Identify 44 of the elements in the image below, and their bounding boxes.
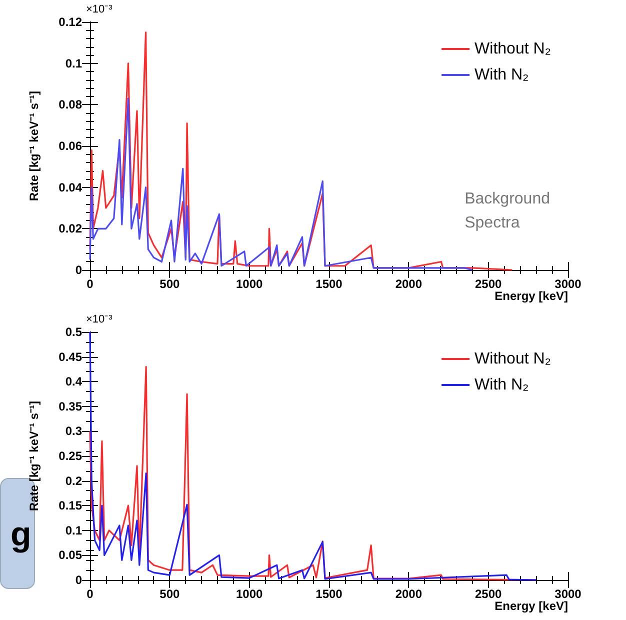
legend-label: With N₂ [474,66,529,84]
y-tick-label: 0.05 [58,548,82,562]
y-tick-label: 0.04 [58,180,82,194]
y-tick-label: 0.5 [65,325,82,339]
legend-label: With N₂ [474,376,529,394]
y-axis-title: Rate [kg⁻¹ keV⁻¹ s⁻¹] [27,400,41,512]
text: g [10,516,32,554]
x-tick-label: 2000 [395,277,422,291]
legend-label: Without N₂ [474,40,551,58]
text: ×10⁻³ [86,4,113,16]
y-tick-label: 0.2 [65,474,82,488]
x-tick-label: 2500 [474,277,502,291]
x-tick-label: 500 [160,277,180,291]
y-tick-label: 0.35 [58,399,82,414]
y-tick-label: 0 [75,573,82,587]
y-tick-label: 0.02 [58,222,82,236]
y-tick-label: 0.4 [65,374,82,389]
y-tick-label: 0.1 [65,523,82,538]
y-tick-label: 0.3 [65,424,82,438]
x-tick-label: 1000 [236,587,264,601]
x-tick-label: 0 [86,587,94,601]
text: ×10⁻³ [86,314,113,326]
y-tick-label: 0.08 [58,98,82,112]
legend-label: Without N₂ [474,350,551,368]
y-axis-title: Rate [kg⁻¹ keV⁻¹ s⁻¹] [27,90,41,202]
y-tick-label: 0.45 [58,350,82,364]
x-tick-label: 2000 [395,587,422,601]
annotation: Background Spectra [464,190,550,232]
y-tick-label: 0.06 [58,139,82,153]
x-tick-label: 1500 [316,587,343,601]
x-tick-label: 2500 [474,587,502,601]
x-tick-label: 3000 [554,587,582,601]
x-tick-label: 1500 [316,277,343,291]
x-axis-title: Energy [keV] [494,599,568,613]
y-tick-label: 0.25 [58,449,82,463]
x-tick-label: 500 [160,587,180,601]
y-tick-label: 0.1 [65,56,82,70]
x-tick-label: 3000 [554,277,582,291]
x-tick-label: 0 [86,277,94,291]
y-tick-label: 0 [75,263,82,277]
y-tick-label: 0.12 [58,15,82,29]
x-axis-title: Energy [keV] [494,289,568,303]
x-tick-label: 1000 [236,277,264,291]
y-tick-label: 0.15 [58,498,82,513]
